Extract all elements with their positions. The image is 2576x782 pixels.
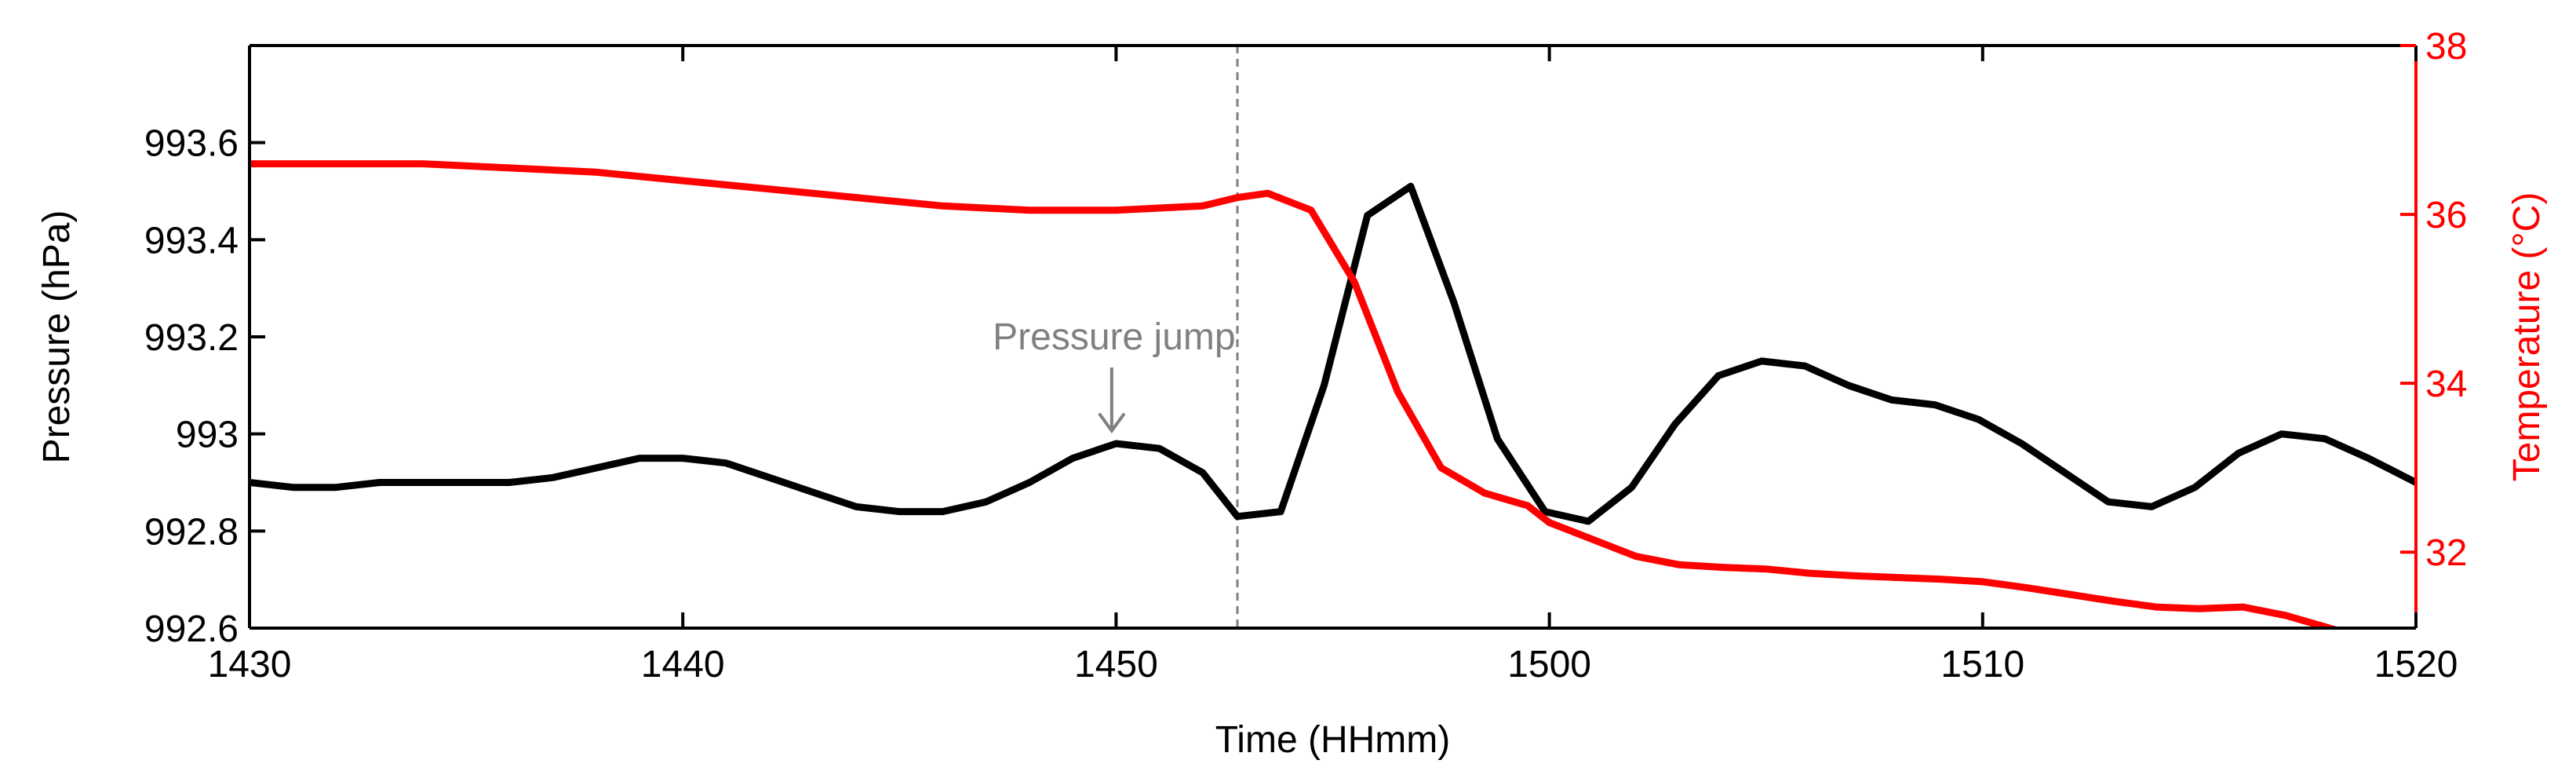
x-tick-label: 1440 [641, 644, 725, 685]
x-tick-label: 1510 [1940, 644, 2024, 685]
y-right-tick-label: 32 [2425, 532, 2467, 574]
annotation-arrow-head [1098, 412, 1126, 434]
y-axis-right-title: Temperature (°C) [2506, 192, 2548, 482]
series-layer [250, 160, 2416, 628]
x-tick-label: 1520 [2374, 644, 2458, 685]
y-axis-left-title: Pressure (hPa) [36, 210, 78, 464]
annotation-pressure-jump: Pressure jump [993, 316, 1235, 358]
y-left-tick-label: 993.2 [144, 317, 239, 359]
y-left-tick-label: 993.4 [144, 220, 239, 261]
y-left-tick-label: 992.8 [144, 511, 239, 553]
x-tick-label: 1450 [1074, 644, 1158, 685]
y-right-tick-label: 36 [2425, 195, 2467, 236]
x-tick-label: 1430 [208, 644, 292, 685]
x-tick-label: 1500 [1507, 644, 1591, 685]
series-line-temperature [250, 160, 2342, 628]
y-right-tick-label: 38 [2425, 26, 2467, 68]
y-left-tick-label: 993.6 [144, 123, 239, 165]
y-left-tick-label: 993 [176, 415, 239, 456]
y-right-tick-label: 34 [2425, 364, 2467, 405]
x-axis-title: Time (HHmm) [1215, 719, 1450, 761]
series-line-pressure [250, 182, 2416, 525]
y-left-tick-label: 992.6 [144, 608, 239, 650]
axes-layer: 1430 1440 1450 1500 1510 1520 992.6 992.8 993 993… [144, 26, 2468, 685]
